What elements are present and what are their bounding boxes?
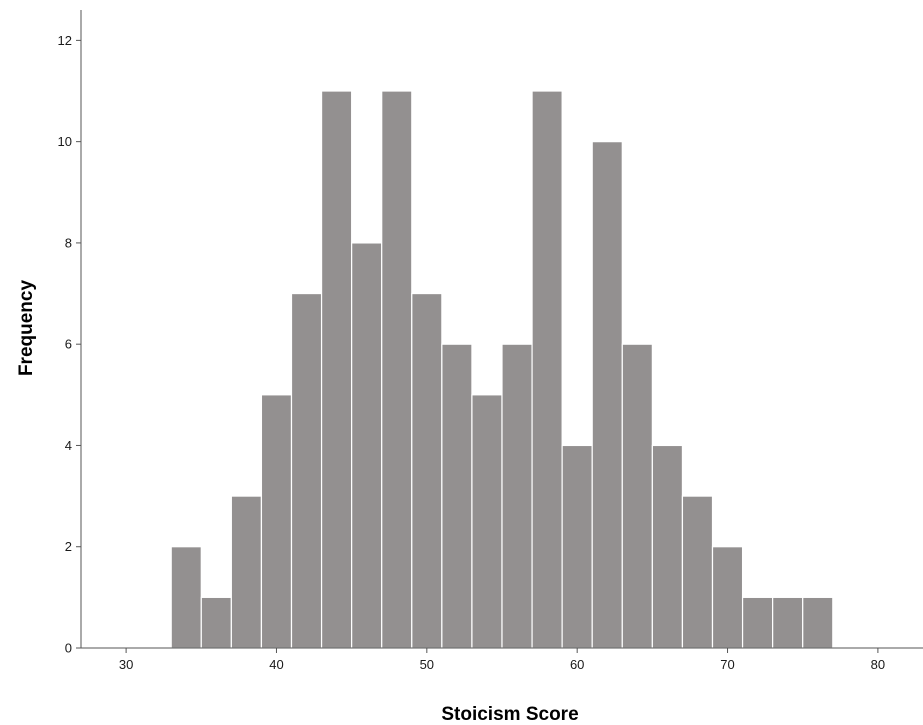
y-tick-label-12: 12 (58, 33, 72, 48)
bar-75-77 (802, 596, 834, 649)
x-axis-ticks: 30 40 50 60 70 80 (119, 648, 885, 672)
y-axis-ticks: 0 2 4 6 8 10 12 (58, 33, 81, 656)
bar-61-63 (591, 141, 623, 649)
bar-57-59 (531, 90, 563, 649)
bar-39-41 (260, 394, 293, 649)
bar-37-39 (230, 495, 263, 649)
bar-63-65 (621, 343, 653, 649)
bars-group (170, 90, 834, 649)
y-tick-label-4: 4 (65, 438, 72, 453)
bar-59-61 (561, 444, 593, 649)
y-tick-label-2: 2 (65, 539, 72, 554)
y-tick-label-8: 8 (65, 235, 72, 250)
x-tick-label-50: 50 (420, 657, 434, 672)
bar-45-47 (351, 242, 383, 649)
y-tick-label-0: 0 (65, 641, 72, 656)
y-tick-label-10: 10 (58, 134, 72, 149)
x-tick-label-30: 30 (119, 657, 133, 672)
x-tick-label-60: 60 (570, 657, 584, 672)
x-tick-label-40: 40 (269, 657, 283, 672)
y-axis-title: Frequency (16, 280, 37, 377)
bar-33-35 (170, 546, 202, 649)
x-tick-label-70: 70 (720, 657, 734, 672)
bar-55-57 (501, 343, 533, 649)
y-tick-label-6: 6 (65, 337, 72, 352)
bar-43-45 (320, 90, 353, 649)
bar-67-69 (681, 495, 714, 649)
bar-73-75 (772, 596, 804, 649)
bar-53-55 (471, 394, 503, 649)
bar-49-51 (411, 292, 443, 649)
bar-71-73 (741, 596, 774, 649)
x-tick-label-80: 80 (871, 657, 885, 672)
bar-41-43 (290, 292, 323, 649)
bar-47-49 (381, 90, 413, 649)
bar-65-67 (651, 444, 684, 649)
bar-69-71 (711, 546, 744, 649)
bar-35-37 (200, 596, 232, 649)
x-axis-title: Stoicism Score (441, 704, 578, 725)
bar-51-53 (441, 343, 473, 649)
